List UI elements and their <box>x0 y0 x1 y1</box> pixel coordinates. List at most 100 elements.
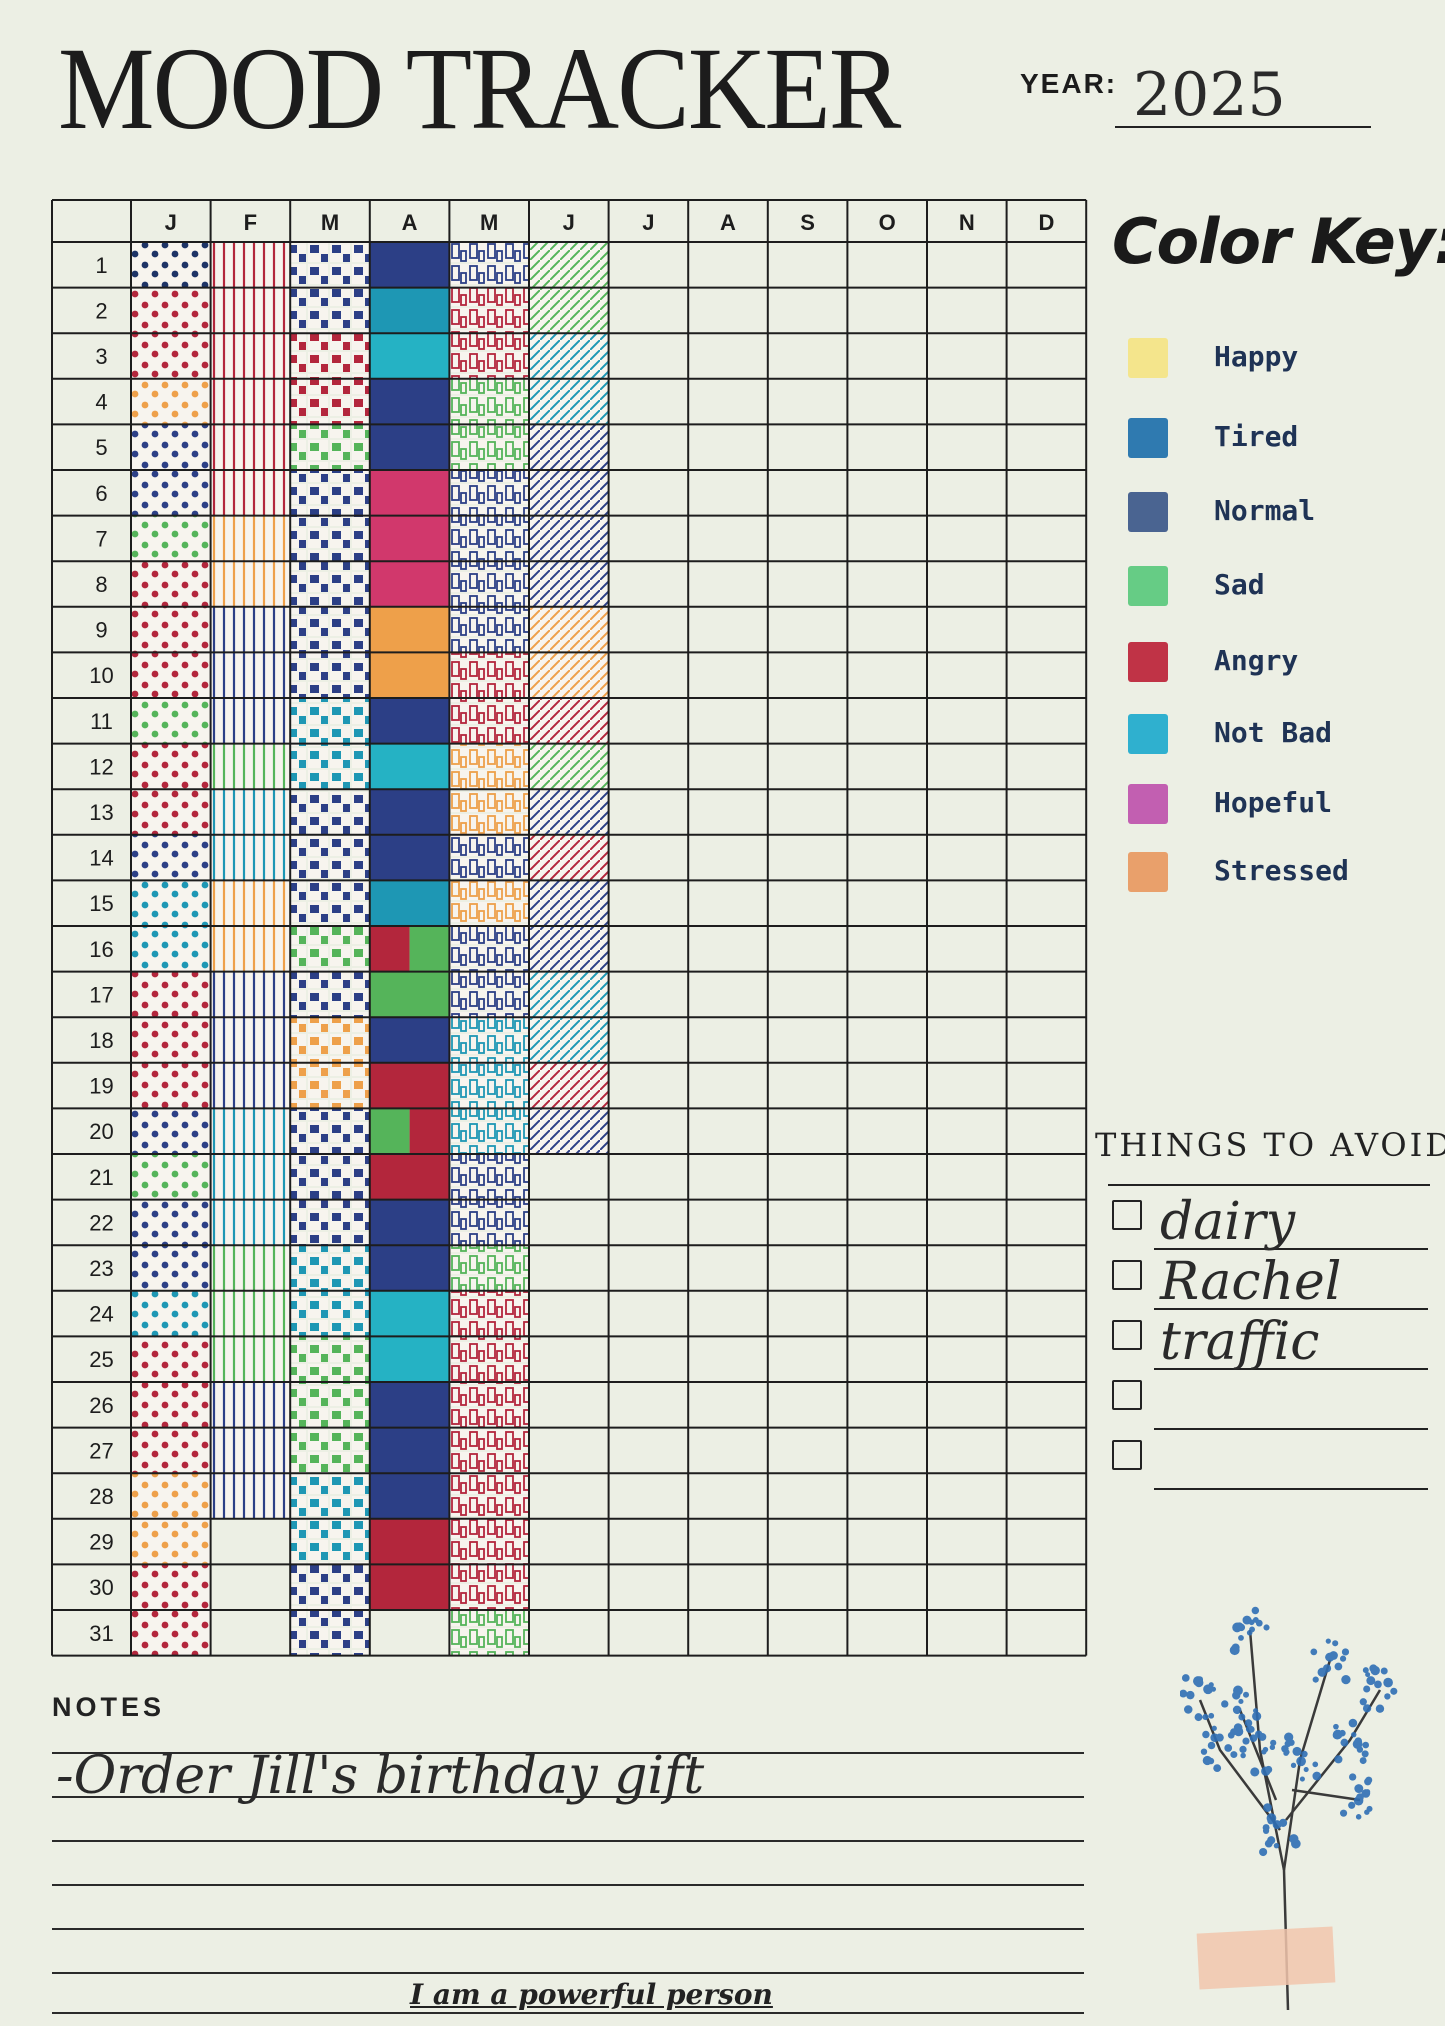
mood-cell[interactable] <box>369 1336 450 1382</box>
mood-cell[interactable] <box>369 880 450 926</box>
mood-cell[interactable] <box>449 561 529 607</box>
mood-cell[interactable] <box>529 378 609 425</box>
mood-cell[interactable] <box>369 1427 450 1474</box>
mood-cell[interactable] <box>131 242 211 288</box>
mood-cell[interactable] <box>449 287 529 334</box>
mood-cell[interactable] <box>210 971 291 1018</box>
mood-cell[interactable] <box>290 1062 370 1109</box>
mood-cell[interactable] <box>131 652 211 698</box>
avoid-checkbox[interactable] <box>1112 1200 1142 1230</box>
mood-cell[interactable] <box>369 606 450 653</box>
mood-cell[interactable] <box>369 1154 450 1200</box>
mood-cell[interactable] <box>131 606 211 653</box>
mood-cell[interactable] <box>449 834 529 881</box>
mood-cell[interactable] <box>210 515 291 562</box>
mood-cell[interactable] <box>210 743 291 790</box>
mood-cell[interactable] <box>290 1473 370 1519</box>
mood-cell[interactable] <box>449 1610 529 1656</box>
mood-cell[interactable] <box>131 880 211 926</box>
mood-cell[interactable] <box>210 561 291 607</box>
mood-cell[interactable] <box>369 1017 450 1063</box>
mood-cell[interactable] <box>529 287 609 334</box>
avoid-item-text[interactable]: traffic <box>1160 1312 1320 1372</box>
mood-cell[interactable] <box>529 789 609 835</box>
mood-cell[interactable] <box>529 834 609 881</box>
mood-cell[interactable] <box>449 743 529 790</box>
mood-cell[interactable] <box>210 1017 291 1063</box>
mood-cell[interactable] <box>131 1108 211 1154</box>
mood-cell[interactable] <box>131 926 211 972</box>
mood-cell[interactable] <box>131 1427 211 1474</box>
mood-cell[interactable] <box>290 1108 370 1154</box>
mood-cell[interactable] <box>449 1245 529 1291</box>
avoid-item[interactable]: Rachel <box>1110 1252 1428 1312</box>
avoid-item[interactable] <box>1110 1378 1428 1430</box>
mood-cell[interactable] <box>449 470 529 516</box>
mood-cell[interactable] <box>290 1245 370 1291</box>
mood-cell[interactable] <box>210 1154 291 1200</box>
mood-cell[interactable] <box>529 424 609 470</box>
mood-cell[interactable] <box>290 1154 370 1200</box>
mood-cell[interactable] <box>131 1336 211 1382</box>
mood-cell[interactable] <box>449 242 529 288</box>
mood-cell[interactable] <box>529 242 609 288</box>
mood-cell[interactable] <box>290 1564 370 1610</box>
mood-cell[interactable] <box>290 378 370 425</box>
mood-cell[interactable] <box>131 1564 211 1610</box>
mood-cell[interactable] <box>449 1473 529 1519</box>
mood-cell[interactable] <box>290 242 370 288</box>
mood-cell[interactable] <box>290 1336 370 1382</box>
mood-cell[interactable] <box>290 743 370 790</box>
mood-cell[interactable] <box>369 1518 450 1565</box>
mood-cell[interactable] <box>529 1062 609 1109</box>
mood-cell[interactable] <box>131 1245 211 1291</box>
mood-cell[interactable] <box>210 287 291 334</box>
mood-cell[interactable] <box>131 1062 211 1109</box>
mood-cell[interactable] <box>449 926 529 972</box>
mood-cell[interactable] <box>131 515 211 562</box>
avoid-item[interactable] <box>1110 1438 1428 1490</box>
mood-cell[interactable] <box>369 1290 450 1337</box>
mood-cell[interactable] <box>290 1290 370 1337</box>
mood-cell[interactable] <box>529 1108 609 1154</box>
mood-cell[interactable] <box>131 1154 211 1200</box>
mood-cell[interactable] <box>449 1518 529 1565</box>
mood-cell[interactable] <box>369 378 450 425</box>
mood-cell[interactable] <box>449 971 529 1018</box>
mood-cell[interactable] <box>210 378 291 425</box>
mood-cell[interactable] <box>290 1017 370 1063</box>
mood-cell[interactable] <box>409 1108 450 1154</box>
mood-cell[interactable] <box>210 834 291 881</box>
mood-cell[interactable] <box>290 1382 370 1428</box>
avoid-item[interactable]: dairy <box>1110 1196 1428 1250</box>
mood-cell[interactable] <box>290 333 370 379</box>
mood-cell[interactable] <box>449 378 529 425</box>
mood-cell[interactable] <box>131 1382 211 1428</box>
mood-cell[interactable] <box>449 1427 529 1474</box>
mood-cell[interactable] <box>449 1382 529 1428</box>
mood-cell[interactable] <box>131 1017 211 1063</box>
mood-cell[interactable] <box>131 971 211 1018</box>
mood-cell[interactable] <box>290 515 370 562</box>
mood-cell[interactable] <box>210 242 291 288</box>
mood-cell[interactable] <box>131 743 211 790</box>
mood-cell[interactable] <box>529 743 609 790</box>
avoid-checkbox[interactable] <box>1112 1260 1142 1290</box>
mood-cell[interactable] <box>290 470 370 516</box>
mood-cell[interactable] <box>369 1199 450 1246</box>
mood-cell[interactable] <box>369 470 450 516</box>
mood-cell[interactable] <box>210 1290 291 1337</box>
mood-cell[interactable] <box>369 333 450 379</box>
avoid-item-text[interactable]: Rachel <box>1160 1252 1342 1312</box>
mood-cell[interactable] <box>210 698 291 744</box>
mood-cell[interactable] <box>529 606 609 653</box>
mood-cell[interactable] <box>449 1062 529 1109</box>
mood-cell[interactable] <box>449 1017 529 1063</box>
mood-cell[interactable] <box>131 834 211 881</box>
mood-cell[interactable] <box>369 743 450 790</box>
avoid-item[interactable]: traffic <box>1110 1312 1428 1372</box>
mood-cell[interactable] <box>210 424 291 470</box>
mood-cell[interactable] <box>290 424 370 470</box>
mood-cell[interactable] <box>290 652 370 698</box>
mood-cell[interactable] <box>131 698 211 744</box>
